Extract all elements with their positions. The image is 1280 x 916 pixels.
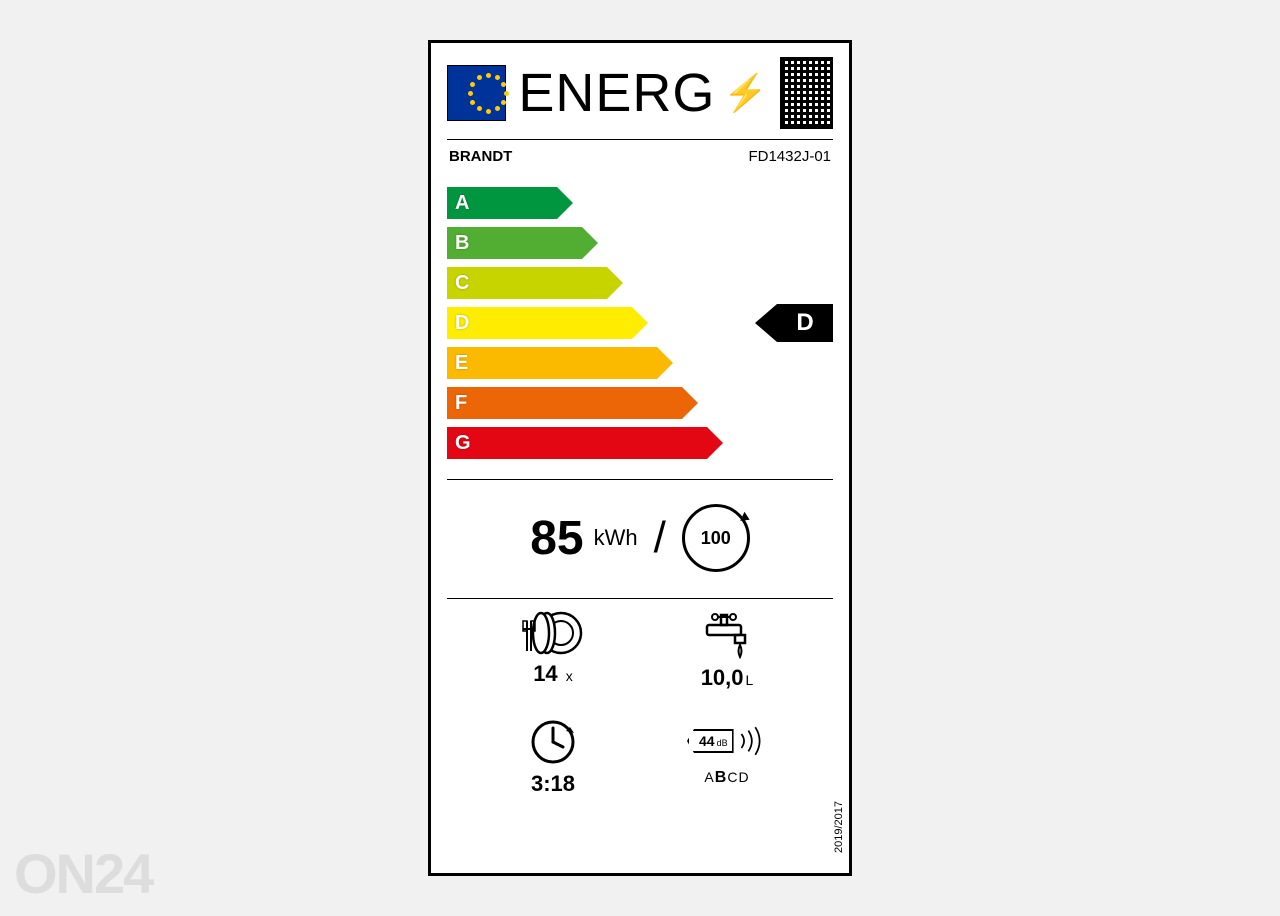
product-rating-letter: D bbox=[777, 304, 833, 342]
slash: / bbox=[654, 513, 666, 563]
header: ENERG ⚡ bbox=[431, 43, 849, 139]
cycles-icon: 100 bbox=[682, 504, 750, 572]
noise-class-scale: ABCD bbox=[704, 769, 749, 787]
place-settings-value: 14 x bbox=[533, 661, 573, 687]
class-row-g: G bbox=[447, 427, 723, 459]
spec-noise: 44 dB ABCD bbox=[655, 719, 799, 797]
spec-water: 10,0L bbox=[655, 611, 799, 691]
product-rating-arrow: D bbox=[755, 304, 833, 342]
class-row-a: A bbox=[447, 187, 573, 219]
class-row-e: E bbox=[447, 347, 673, 379]
qr-code-icon bbox=[780, 57, 833, 129]
class-row-c: C bbox=[447, 267, 623, 299]
class-row-b: B bbox=[447, 227, 598, 259]
noise-db-unit: dB bbox=[717, 738, 728, 748]
water-value: 10,0L bbox=[701, 665, 754, 691]
noise-db-value: 44 bbox=[699, 733, 715, 749]
kwh-unit: kWh bbox=[594, 525, 638, 551]
consumption-row: 85 kWh / 100 bbox=[431, 480, 849, 598]
energy-title: ENERG bbox=[518, 62, 715, 124]
plates-icon bbox=[521, 611, 585, 655]
brand-row: BRANDT FD1432J-01 bbox=[431, 140, 849, 173]
watermark: ON24 bbox=[14, 841, 152, 906]
sound-icon: 44 dB bbox=[687, 719, 767, 763]
specs-grid: 14 x 10,0L bbox=[431, 599, 849, 817]
spec-duration: 3:18 bbox=[481, 719, 625, 797]
class-row-d: D bbox=[447, 307, 648, 339]
clock-icon bbox=[530, 719, 576, 765]
regulation-number: 2019/2017 bbox=[833, 801, 845, 853]
efficiency-scale: D ABCDEFG bbox=[431, 179, 849, 479]
tap-icon bbox=[701, 611, 753, 659]
eu-flag-icon bbox=[447, 65, 506, 121]
model-number: FD1432J-01 bbox=[748, 148, 831, 165]
duration-value: 3:18 bbox=[531, 771, 575, 797]
class-row-f: F bbox=[447, 387, 698, 419]
spec-place-settings: 14 x bbox=[481, 611, 625, 691]
bolt-icon: ⚡ bbox=[723, 75, 768, 111]
brand-name: BRANDT bbox=[449, 148, 512, 165]
kwh-value: 85 bbox=[530, 511, 583, 566]
energy-label: ENERG ⚡ BRANDT FD1432J-01 D ABCDEFG 85 k… bbox=[428, 40, 852, 876]
